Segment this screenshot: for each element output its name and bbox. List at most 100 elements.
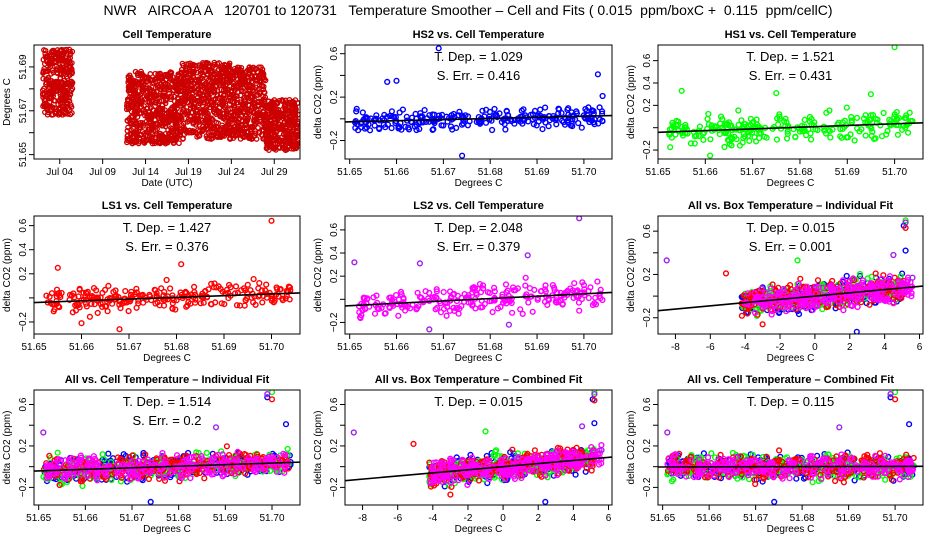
data-point xyxy=(857,295,865,303)
data-point xyxy=(252,104,258,111)
data-point xyxy=(285,132,292,139)
data-point xyxy=(691,140,698,147)
data-point xyxy=(595,120,602,127)
data-point xyxy=(40,92,46,98)
data-point xyxy=(773,306,780,313)
data-point xyxy=(704,115,711,123)
data-point xyxy=(429,111,436,118)
data-point xyxy=(280,111,287,118)
outlier-point xyxy=(722,270,730,277)
data-point xyxy=(727,134,735,141)
data-point xyxy=(801,297,808,304)
points-layer xyxy=(658,217,923,334)
outlier-point xyxy=(902,217,909,224)
data-point xyxy=(153,130,160,137)
data-point xyxy=(395,125,402,132)
data-point xyxy=(67,52,73,58)
points-layer xyxy=(34,217,300,333)
data-point xyxy=(592,294,599,301)
data-point xyxy=(128,294,136,301)
data-point xyxy=(501,120,508,128)
data-point xyxy=(755,294,762,301)
data-point xyxy=(843,272,850,280)
data-point xyxy=(795,280,802,287)
data-point xyxy=(880,109,887,117)
fit-annotation: T. Dep. = 1.521 xyxy=(746,49,835,64)
data-point xyxy=(520,106,527,113)
y-tick-label: 51.69 xyxy=(18,54,29,79)
data-point xyxy=(758,285,765,292)
plot-frame xyxy=(344,215,613,335)
data-point xyxy=(891,111,898,118)
data-point xyxy=(906,109,913,116)
data-point xyxy=(398,126,405,133)
data-point xyxy=(884,296,891,304)
data-point xyxy=(244,128,251,135)
data-point xyxy=(251,73,258,80)
data-point xyxy=(837,133,844,140)
data-point xyxy=(867,294,875,301)
data-point xyxy=(738,312,746,319)
data-point xyxy=(373,292,380,299)
data-point xyxy=(575,119,582,127)
data-point xyxy=(64,111,71,117)
data-point xyxy=(252,301,259,308)
y-tick-label: 0.2 xyxy=(329,269,340,283)
data-point xyxy=(162,100,169,107)
outlier-point xyxy=(524,252,531,259)
data-point xyxy=(163,96,170,103)
data-point xyxy=(142,108,149,115)
data-point xyxy=(687,140,695,147)
x-tick-label: 51.70 xyxy=(571,342,596,353)
data-point xyxy=(845,278,853,285)
data-point xyxy=(211,59,218,66)
data-point xyxy=(176,140,182,147)
data-point xyxy=(161,120,168,127)
fit-annotation: S. Err. = 0.379 xyxy=(437,239,520,254)
data-point xyxy=(781,118,788,125)
data-point xyxy=(128,288,135,295)
data-point xyxy=(256,280,263,287)
data-point xyxy=(381,310,388,317)
data-point xyxy=(826,107,833,114)
data-point xyxy=(227,135,233,141)
data-point xyxy=(491,284,498,291)
data-point xyxy=(54,290,61,297)
data-point xyxy=(814,277,822,284)
data-point xyxy=(203,108,209,114)
data-point xyxy=(537,106,544,113)
data-point xyxy=(856,272,864,280)
data-point xyxy=(237,136,244,142)
data-point xyxy=(450,110,457,118)
data-point xyxy=(101,286,109,294)
x-tick-label: 0 xyxy=(812,342,818,353)
data-point xyxy=(582,105,589,113)
data-point xyxy=(224,109,231,115)
outlier-point xyxy=(435,45,442,52)
data-point xyxy=(878,275,885,282)
data-point xyxy=(800,283,807,290)
x-tick-label: 51.65 xyxy=(645,167,670,178)
data-point xyxy=(867,282,874,289)
data-point xyxy=(185,292,192,299)
data-point xyxy=(898,279,906,286)
panel-title: All vs. Box Temperature – Individual Fit xyxy=(688,200,894,212)
data-point xyxy=(146,85,152,92)
y-tick-label: −0.2 xyxy=(18,312,29,332)
data-point xyxy=(779,303,787,311)
data-point xyxy=(61,80,68,87)
data-point xyxy=(76,286,83,293)
x-tick-label: 51.65 xyxy=(337,167,362,178)
data-point xyxy=(108,295,115,302)
data-point xyxy=(226,64,232,71)
y-tick-label: 0.2 xyxy=(642,267,653,281)
x-tick-label: 51.68 xyxy=(478,167,503,178)
data-point xyxy=(169,305,176,312)
outlier-point xyxy=(759,321,766,328)
data-point xyxy=(218,448,225,455)
data-point xyxy=(232,69,239,76)
data-point xyxy=(211,61,218,68)
data-point xyxy=(705,121,712,128)
data-point xyxy=(147,120,154,127)
panel-title: LS1 vs. Cell Temperature xyxy=(102,200,233,212)
